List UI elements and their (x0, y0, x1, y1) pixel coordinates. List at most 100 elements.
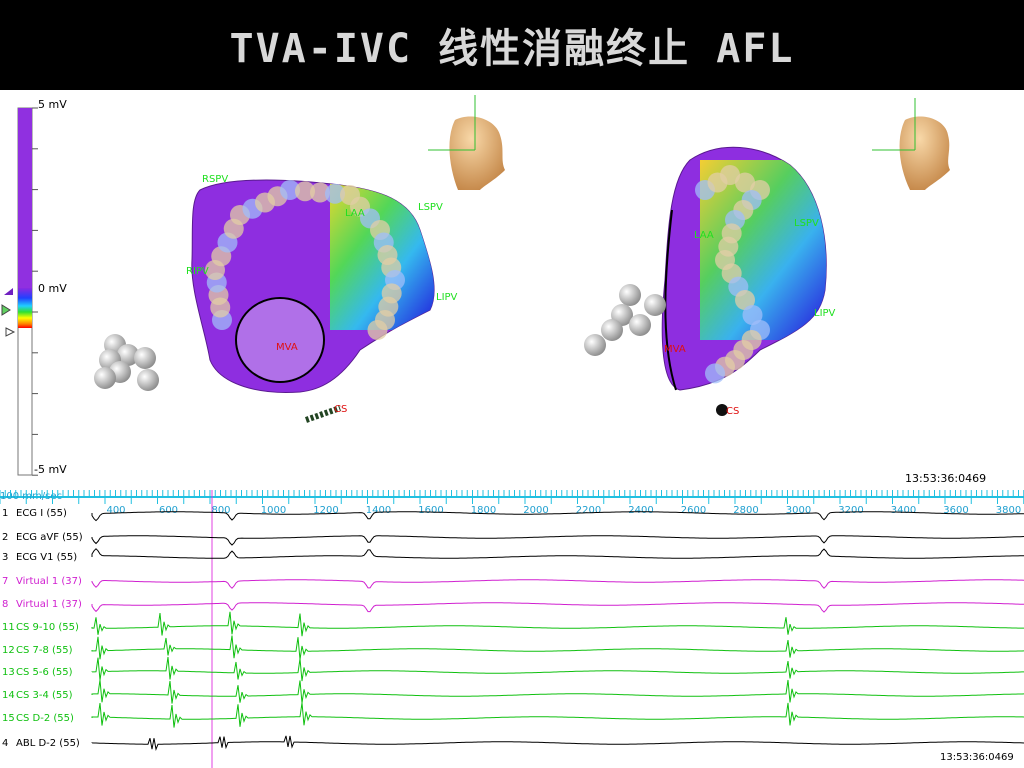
channel-trace (91, 548, 1024, 559)
channel-trace (91, 656, 1024, 682)
ruler-label: 1200 (313, 505, 338, 516)
channel-index: 7 (2, 576, 8, 587)
scale-marker (4, 288, 13, 295)
ablation-lesion (367, 320, 388, 340)
ablation-lesion (735, 172, 755, 193)
channel-index: 11 (2, 622, 15, 633)
location-sphere (94, 367, 116, 389)
ruler-label: 2400 (628, 505, 653, 516)
ruler-label: 1600 (418, 505, 443, 516)
ablation-lesion (742, 305, 763, 325)
ruler-label: 3800 (996, 505, 1021, 516)
channel-trace (91, 511, 1024, 522)
location-sphere (601, 319, 623, 341)
map-timestamp: 13:53:36:0469 (905, 472, 986, 485)
channel-name: Virtual 1 (37) (16, 599, 82, 610)
map-label: LSPV (794, 218, 819, 229)
ruler-label: 2800 (733, 505, 758, 516)
cs-catheter (716, 404, 728, 416)
map-label: MVA (664, 344, 686, 355)
channel-trace (91, 679, 1024, 704)
location-sphere (134, 347, 156, 369)
map-label: LIPV (814, 308, 836, 319)
ruler-label: 3200 (838, 505, 863, 516)
channel-name: ECG V1 (55) (16, 552, 77, 563)
scale-max: 5 mV (38, 98, 67, 111)
title-bar: TVA-IVC 线性消融终止 AFL (0, 0, 1024, 90)
channel-name: ECG I (55) (16, 508, 67, 519)
sweep-speed: 100 mm/sec (0, 491, 62, 502)
ablation-lesion (310, 182, 330, 203)
scale-marker (5, 327, 16, 337)
channel-trace (91, 602, 1024, 613)
channel-name: CS 9-10 (55) (16, 622, 79, 633)
ruler-label: 2000 (523, 505, 548, 516)
ablation-lesion (295, 181, 315, 202)
mapping-view: 5 mV 0 mV -5 mV 13:53:36:0469 100 mm/sec… (0, 95, 1024, 768)
channel-name: ECG aVF (55) (16, 532, 83, 543)
channel-index: 8 (2, 599, 8, 610)
channel-name: CS D-2 (55) (16, 713, 74, 724)
ecg-panel: 100 mm/sec 13:53:36:0469 400 600 800 1000 12… (0, 490, 1024, 768)
channel-name: ABL D-2 (55) (16, 738, 80, 749)
ablation-lesion (720, 165, 740, 185)
scale-purple (18, 108, 32, 288)
channel-index: 3 (2, 552, 8, 563)
ablation-lesion (325, 183, 345, 204)
map-label: MVA (276, 342, 298, 353)
channel-index: 13 (2, 667, 15, 678)
channel-name: CS 7-8 (55) (16, 645, 73, 656)
channel-name: CS 3-4 (55) (16, 690, 73, 701)
map-label: LSPV (418, 202, 443, 213)
channel-trace (91, 611, 1024, 637)
ablation-lesion (705, 363, 725, 384)
orientation-icon (899, 116, 950, 190)
ruler-label: 3600 (943, 505, 968, 516)
ecg-timestamp: 13:53:36:0469 (940, 752, 1014, 763)
ruler-label: 1800 (471, 505, 496, 516)
scale-mid: 0 mV (38, 282, 67, 295)
ruler-label: 2600 (681, 505, 706, 516)
map-label: RIPV (186, 266, 209, 277)
location-sphere (117, 344, 139, 366)
channel-trace (91, 635, 1024, 660)
map-label: CS (726, 406, 739, 417)
location-sphere (629, 314, 651, 336)
ablation-lesion (280, 180, 300, 200)
channel-index: 1 (2, 508, 8, 519)
channel-name: CS 5-6 (55) (16, 667, 73, 678)
location-sphere (584, 334, 606, 356)
channel-trace (91, 579, 1024, 589)
map-label: LAA (694, 230, 714, 241)
ruler-label: 3000 (786, 505, 811, 516)
channel-name: Virtual 1 (37) (16, 576, 82, 587)
location-sphere (644, 294, 666, 316)
scale-marker (1, 304, 11, 316)
orientation-icon (449, 116, 505, 190)
map-label: RSPV (202, 174, 228, 185)
ablation-lesion (735, 290, 755, 310)
scale-min: -5 mV (34, 463, 67, 476)
location-sphere (137, 369, 159, 391)
ruler-label: 1000 (261, 505, 286, 516)
ruler-label: 600 (159, 505, 178, 516)
map-label: LIPV (436, 292, 458, 303)
ruler-label: 400 (106, 505, 125, 516)
channel-index: 4 (2, 738, 8, 749)
ruler-label: 2200 (576, 505, 601, 516)
map-label: CS (334, 404, 347, 415)
channel-trace (91, 535, 1024, 546)
ruler-label: 800 (211, 505, 230, 516)
channel-trace (91, 735, 1024, 751)
title: TVA-IVC 线性消融终止 AFL (229, 26, 795, 72)
ruler-label: 1400 (366, 505, 391, 516)
channel-trace (91, 702, 1024, 728)
cs-catheter (305, 405, 341, 423)
location-sphere (619, 284, 641, 306)
channel-index: 15 (2, 713, 15, 724)
channel-index: 2 (2, 532, 8, 543)
map-label: LAA (345, 208, 365, 219)
channel-index: 12 (2, 645, 15, 656)
channel-index: 14 (2, 690, 15, 701)
